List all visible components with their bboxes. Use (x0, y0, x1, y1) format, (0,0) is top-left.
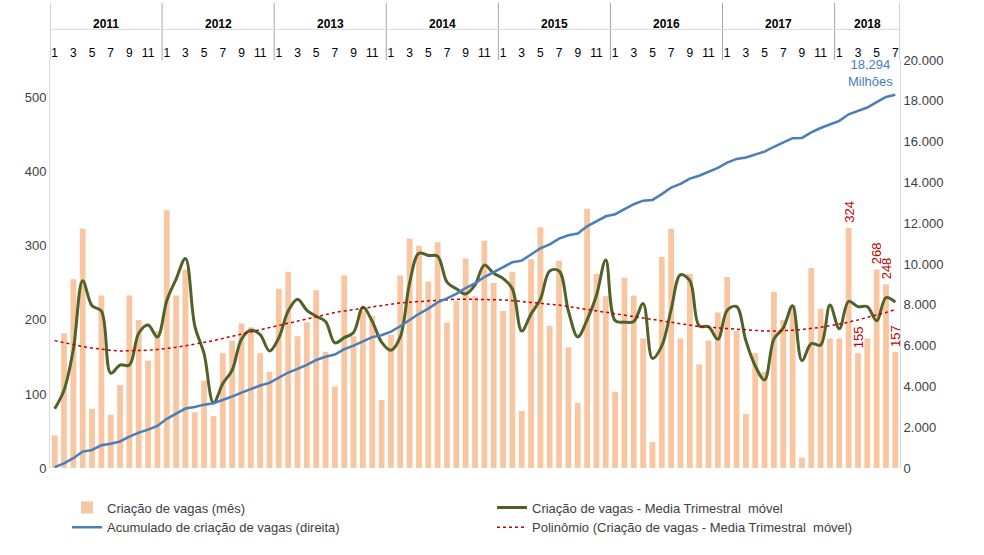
svg-text:3: 3 (855, 46, 862, 60)
svg-text:9: 9 (238, 46, 245, 60)
svg-text:1: 1 (388, 46, 395, 60)
svg-text:12.000: 12.000 (904, 216, 944, 231)
svg-text:3: 3 (518, 46, 525, 60)
svg-text:18,294Milhões: 18,294Milhões (848, 57, 893, 89)
svg-text:3: 3 (294, 46, 301, 60)
svg-text:7: 7 (780, 46, 787, 60)
svg-text:5: 5 (873, 46, 880, 60)
svg-text:100: 100 (25, 387, 47, 402)
svg-text:155: 155 (851, 326, 866, 348)
svg-text:1: 1 (612, 46, 619, 60)
svg-text:7: 7 (332, 46, 339, 60)
svg-text:Polinômio (Criação de vagas -: Polinômio (Criação de vagas - Media Trim… (532, 520, 852, 535)
svg-text:500: 500 (25, 90, 47, 105)
svg-text:20.000: 20.000 (904, 53, 944, 68)
svg-text:11: 11 (702, 46, 715, 60)
svg-text:10.000: 10.000 (904, 257, 944, 272)
svg-text:1: 1 (836, 46, 843, 60)
svg-text:5: 5 (761, 46, 768, 60)
svg-text:0: 0 (904, 461, 911, 476)
svg-text:5: 5 (89, 46, 96, 60)
svg-text:5: 5 (649, 46, 656, 60)
svg-text:7: 7 (444, 46, 451, 60)
svg-text:9: 9 (574, 46, 581, 60)
svg-text:400: 400 (25, 164, 47, 179)
svg-text:Criação de vagas - Media Trime: Criação de vagas - Media Trimestral móve… (532, 501, 783, 516)
svg-text:1: 1 (163, 46, 170, 60)
svg-text:Acumulado de criação de vagas: Acumulado de criação de vagas (direita) (107, 520, 340, 535)
svg-text:1: 1 (276, 46, 283, 60)
svg-text:6.000: 6.000 (904, 338, 937, 353)
svg-text:5: 5 (537, 46, 544, 60)
svg-text:1: 1 (51, 46, 58, 60)
svg-text:1: 1 (724, 46, 731, 60)
svg-text:300: 300 (25, 238, 47, 253)
svg-text:2013: 2013 (317, 17, 344, 31)
svg-text:11: 11 (366, 46, 379, 60)
svg-text:2018: 2018 (854, 17, 881, 31)
svg-text:5: 5 (201, 46, 208, 60)
svg-text:2017: 2017 (765, 17, 792, 31)
svg-text:2014: 2014 (429, 17, 456, 31)
svg-text:9: 9 (126, 46, 133, 60)
svg-text:7: 7 (892, 46, 899, 60)
svg-text:7: 7 (107, 46, 114, 60)
svg-text:2.000: 2.000 (904, 420, 937, 435)
svg-text:324: 324 (842, 201, 857, 223)
svg-text:18.000: 18.000 (904, 93, 944, 108)
svg-text:11: 11 (254, 46, 267, 60)
svg-text:3: 3 (182, 46, 189, 60)
svg-text:Criação de vagas (mês): Criação de vagas (mês) (107, 501, 245, 516)
svg-text:9: 9 (462, 46, 469, 60)
svg-text:3: 3 (630, 46, 637, 60)
svg-text:8.000: 8.000 (904, 297, 937, 312)
svg-text:157: 157 (888, 325, 903, 347)
svg-text:11: 11 (814, 46, 827, 60)
svg-text:9: 9 (350, 46, 357, 60)
svg-text:2012: 2012 (205, 17, 232, 31)
svg-text:11: 11 (478, 46, 491, 60)
svg-text:14.000: 14.000 (904, 175, 944, 190)
svg-text:3: 3 (406, 46, 413, 60)
svg-text:248: 248 (879, 258, 894, 280)
svg-text:0: 0 (39, 461, 46, 476)
svg-text:2011: 2011 (93, 17, 119, 31)
svg-text:4.000: 4.000 (904, 379, 937, 394)
svg-text:9: 9 (799, 46, 806, 60)
svg-text:7: 7 (668, 46, 675, 60)
svg-text:5: 5 (313, 46, 320, 60)
svg-text:11: 11 (142, 46, 155, 60)
svg-text:2015: 2015 (541, 17, 568, 31)
svg-text:1: 1 (500, 46, 507, 60)
svg-text:200: 200 (25, 312, 47, 327)
svg-text:16.000: 16.000 (904, 134, 944, 149)
svg-text:268: 268 (869, 242, 884, 264)
svg-text:7: 7 (219, 46, 226, 60)
svg-text:9: 9 (686, 46, 693, 60)
svg-text:7: 7 (556, 46, 563, 60)
svg-text:3: 3 (70, 46, 77, 60)
svg-text:3: 3 (743, 46, 750, 60)
svg-text:2016: 2016 (653, 17, 680, 31)
svg-text:11: 11 (590, 46, 603, 60)
svg-text:5: 5 (425, 46, 432, 60)
